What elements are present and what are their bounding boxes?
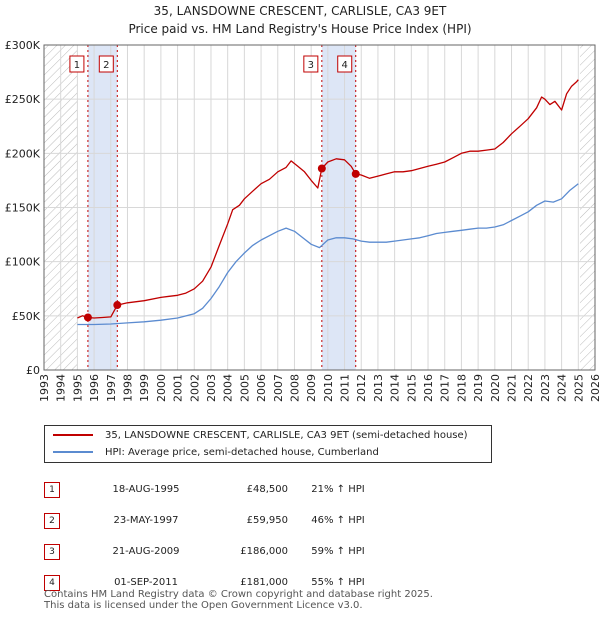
sale-point bbox=[351, 169, 360, 178]
chart-title-line1: 35, LANSDOWNE CRESCENT, CARLISLE, CA3 9E… bbox=[153, 4, 447, 18]
x-tick-label: 2013 bbox=[372, 374, 385, 402]
sale-number-box bbox=[69, 55, 85, 73]
x-tick-label: 2015 bbox=[405, 374, 418, 402]
sale-price: £186,000 bbox=[240, 546, 288, 557]
y-tick-label: £200K bbox=[5, 147, 41, 160]
sale-number-badge: 3 bbox=[44, 543, 60, 560]
x-tick-label: 2007 bbox=[272, 374, 285, 402]
x-tick-label: 1996 bbox=[88, 374, 101, 402]
sales-table: 1 18-AUG-1995 £48,500 21% ↑ HPI 2 23-MAY… bbox=[44, 474, 388, 598]
x-tick-label: 2019 bbox=[472, 374, 485, 402]
x-tick-label: 2025 bbox=[572, 374, 585, 402]
sale-hpi-diff: 55% ↑ HPI bbox=[311, 577, 365, 588]
sale-number-box bbox=[337, 55, 353, 73]
x-tick-label: 2003 bbox=[205, 374, 218, 402]
x-tick-label: 1993 bbox=[38, 374, 51, 402]
x-tick-label: 2020 bbox=[489, 374, 502, 402]
sale-number-label: 3 bbox=[308, 60, 314, 71]
legend-item-property: 35, LANSDOWNE CRESCENT, CARLISLE, CA3 9E… bbox=[53, 427, 468, 443]
sale-number-box bbox=[98, 55, 114, 73]
chart-title-line2: Price paid vs. HM Land Registry's House … bbox=[128, 22, 472, 36]
sale-number-badge: 1 bbox=[44, 481, 60, 498]
x-tick-label: 2021 bbox=[506, 374, 519, 402]
y-tick-label: £100K bbox=[5, 256, 41, 269]
legend-label-property: 35, LANSDOWNE CRESCENT, CARLISLE, CA3 9E… bbox=[105, 429, 468, 441]
sale-date: 18-AUG-1995 bbox=[112, 484, 180, 495]
plot-border bbox=[43, 44, 596, 371]
x-tick-label: 2023 bbox=[539, 374, 552, 402]
hpi-line bbox=[77, 183, 579, 326]
table-row: 1 18-AUG-1995 £48,500 21% ↑ HPI bbox=[44, 474, 388, 505]
footer-line-2: This data is licensed under the Open Gov… bbox=[44, 600, 363, 611]
price-chart: 1 2 3 4 £0 £50K £100K £150K £200K £250K £300K 1993… bbox=[5, 39, 600, 402]
sale-hpi-diff: 59% ↑ HPI bbox=[311, 546, 365, 557]
x-tick-label: 1998 bbox=[121, 374, 134, 402]
sale-hpi-diff: 46% ↑ HPI bbox=[311, 515, 365, 526]
x-tick-label: 2014 bbox=[389, 374, 402, 402]
x-tick-label: 2017 bbox=[439, 374, 452, 402]
y-tick-label: £300K bbox=[5, 39, 41, 52]
x-tick-label: 2012 bbox=[355, 374, 368, 402]
property-price-line bbox=[77, 79, 579, 319]
y-tick-label: £50K bbox=[12, 310, 41, 323]
sale-number-badge: 2 bbox=[44, 512, 60, 529]
x-tick-label: 2001 bbox=[172, 374, 185, 402]
sale-date: 21-AUG-2009 bbox=[112, 546, 180, 557]
footer-attribution: Contains HM Land Registry data © Crown c… bbox=[44, 589, 433, 611]
sale-number-badge: 4 bbox=[44, 574, 60, 591]
x-tick-label: 1995 bbox=[71, 374, 84, 402]
sale-hpi-diff: 21% ↑ HPI bbox=[311, 484, 365, 495]
x-tick-label: 2006 bbox=[255, 374, 268, 402]
sale-date: 01-SEP-2011 bbox=[114, 577, 178, 588]
x-tick-label: 2005 bbox=[238, 374, 251, 402]
legend-swatch-property bbox=[53, 434, 93, 436]
x-tick-label: 2022 bbox=[522, 374, 535, 402]
x-tick-label: 2024 bbox=[556, 374, 569, 402]
x-tick-label: 2004 bbox=[222, 374, 235, 402]
sale-number-label: 4 bbox=[342, 60, 348, 71]
sale-price: £181,000 bbox=[240, 577, 288, 588]
x-tick-label: 2008 bbox=[288, 374, 301, 402]
x-tick-label: 2011 bbox=[339, 374, 352, 402]
y-tick-label: £250K bbox=[5, 93, 41, 106]
sale-date: 23-MAY-1997 bbox=[113, 515, 179, 526]
x-tick-label: 2010 bbox=[322, 374, 335, 402]
y-tick-label: £150K bbox=[5, 202, 41, 215]
legend-item-hpi: HPI: Average price, semi-detached house,… bbox=[53, 444, 379, 460]
x-tick-label: 1994 bbox=[55, 374, 68, 402]
footer-line-1: Contains HM Land Registry data © Crown c… bbox=[44, 589, 433, 600]
x-tick-label: 2009 bbox=[305, 374, 318, 402]
legend-swatch-hpi bbox=[53, 451, 93, 453]
x-tick-label: 2000 bbox=[155, 374, 168, 402]
sale-number-label: 1 bbox=[74, 60, 80, 71]
table-row: 2 23-MAY-1997 £59,950 46% ↑ HPI bbox=[44, 505, 388, 536]
y-tick-label: £0 bbox=[26, 364, 40, 377]
x-tick-label: 1999 bbox=[138, 374, 151, 402]
sale-number-label: 2 bbox=[103, 60, 109, 71]
sale-point bbox=[83, 313, 92, 322]
sale-number-box bbox=[303, 55, 319, 73]
x-tick-label: 2018 bbox=[455, 374, 468, 402]
x-tick-label: 2026 bbox=[589, 374, 600, 402]
legend-label-hpi: HPI: Average price, semi-detached house,… bbox=[105, 446, 379, 458]
table-row: 3 21-AUG-2009 £186,000 59% ↑ HPI bbox=[44, 536, 388, 567]
sale-price: £48,500 bbox=[246, 484, 288, 495]
table-row: 4 01-SEP-2011 £181,000 55% ↑ HPI bbox=[44, 567, 388, 598]
chart-legend: 35, LANSDOWNE CRESCENT, CARLISLE, CA3 9E… bbox=[44, 425, 492, 463]
sale-point bbox=[317, 164, 326, 173]
sale-price: £59,950 bbox=[246, 515, 288, 526]
x-tick-label: 1997 bbox=[105, 374, 118, 402]
sale-point bbox=[113, 301, 122, 310]
x-tick-label: 2016 bbox=[422, 374, 435, 402]
x-tick-label: 2002 bbox=[188, 374, 201, 402]
